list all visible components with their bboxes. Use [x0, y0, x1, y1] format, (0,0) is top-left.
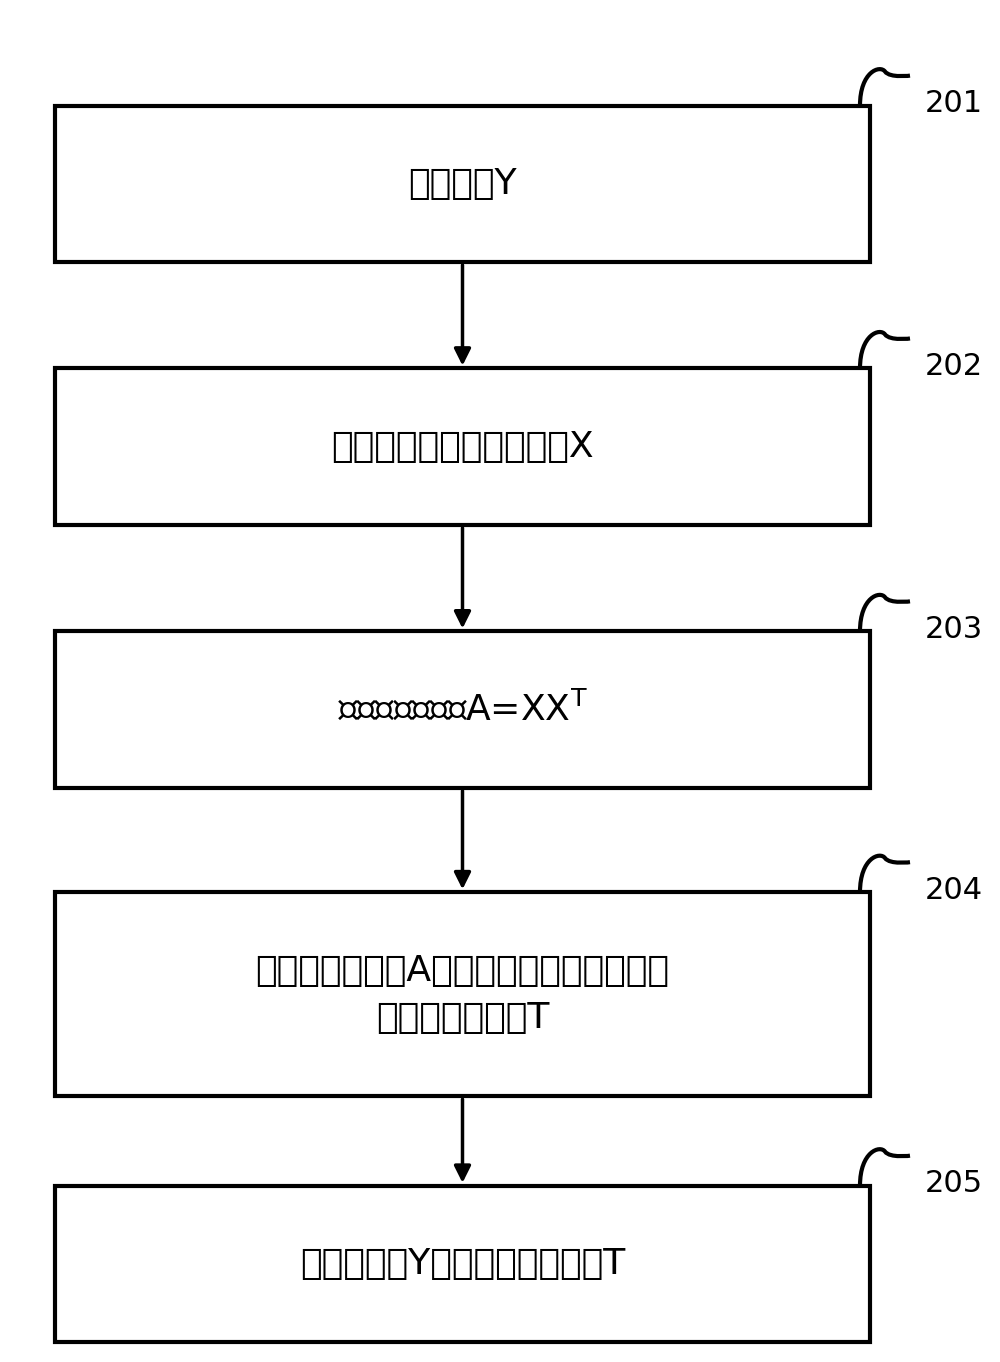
- Text: 零均值化，得到中心矩阵X: 零均值化，得到中心矩阵X: [331, 430, 594, 463]
- Text: 204: 204: [925, 876, 983, 904]
- Bar: [55, 1185, 870, 1343]
- Text: 原始矩阵Y: 原始矩阵Y: [408, 168, 517, 200]
- Text: 202: 202: [925, 351, 983, 381]
- Text: 对原始矩阵Y施加降维变换矩阵T: 对原始矩阵Y施加降维变换矩阵T: [300, 1248, 625, 1280]
- Bar: [55, 105, 870, 262]
- Text: 求解协方差矩阵A的本征值和本征向量，确
定降维变换矩阵T: 求解协方差矩阵A的本征值和本征向量，确 定降维变换矩阵T: [256, 953, 670, 1035]
- Bar: [55, 368, 870, 524]
- Bar: [55, 632, 870, 787]
- Text: 205: 205: [925, 1169, 983, 1199]
- Bar: [55, 892, 870, 1096]
- Text: 203: 203: [925, 616, 983, 644]
- Text: 201: 201: [925, 90, 983, 118]
- Text: 计算协方差矩阵A=XX$^{\mathrm{T}}$: 计算协方差矩阵A=XX$^{\mathrm{T}}$: [338, 692, 587, 727]
